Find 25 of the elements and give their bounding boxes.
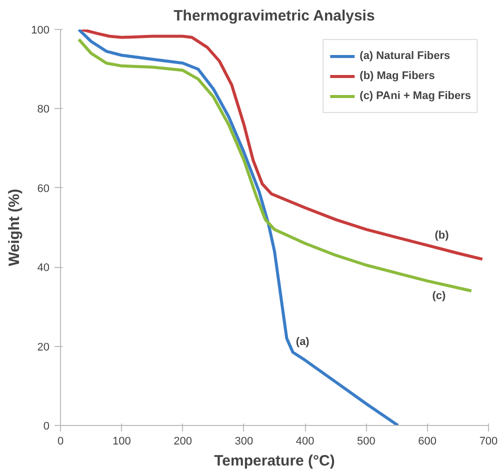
- annotation: (b): [434, 229, 450, 242]
- y-axis-title: Weight (%): [6, 188, 24, 266]
- legend-label: (b) Mag Fibers: [360, 70, 435, 82]
- x-tick-label: 0: [57, 436, 64, 448]
- y-tick-label: 0: [43, 420, 50, 432]
- chart-title: Thermogravimetric Analysis: [174, 8, 375, 24]
- y-tick-label: 80: [37, 104, 50, 116]
- y-tick-label: 60: [37, 182, 50, 195]
- x-axis-title: Temperature (°C): [214, 452, 335, 470]
- legend-label: (a) Natural Fibers: [360, 50, 450, 62]
- x-tick-label: 200: [174, 436, 192, 448]
- annotation: (a): [296, 336, 310, 348]
- annotation: (c): [432, 290, 446, 302]
- line-series: [77, 38, 473, 292]
- x-tick-label: 500: [357, 436, 376, 448]
- x-tick-label: 700: [479, 436, 498, 448]
- line-series: [80, 30, 484, 261]
- y-tick-label: 20: [37, 341, 50, 354]
- x-tick-label: 300: [234, 436, 254, 448]
- legend-label: (c) PAni + Mag Fibers: [360, 90, 471, 102]
- y-tick-label: 100: [31, 24, 50, 36]
- x-tick-label: 400: [296, 436, 314, 448]
- x-tick-label: 600: [418, 436, 437, 448]
- x-tick-label: 100: [112, 436, 131, 448]
- y-tick-label: 40: [37, 262, 50, 274]
